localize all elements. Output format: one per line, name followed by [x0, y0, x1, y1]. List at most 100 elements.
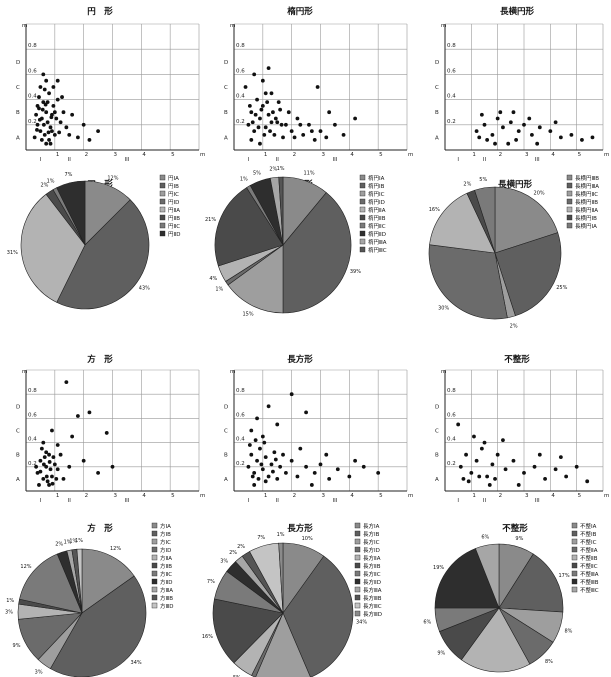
x-class-label: I [457, 498, 459, 504]
data-point [353, 116, 357, 121]
legend-label: 不整ⅡC [580, 562, 598, 570]
y-tick-label: 0.8 [236, 43, 245, 49]
x-class-label: I [40, 498, 42, 504]
legend-label: 方ⅠB [160, 530, 171, 538]
legend-swatch [571, 570, 578, 577]
legend-swatch [571, 546, 578, 553]
data-point [479, 446, 484, 451]
data-point [295, 474, 300, 479]
legend-swatch [159, 230, 166, 237]
x-tick-label: 1 [264, 493, 268, 499]
data-point [479, 112, 484, 117]
legend-swatch [354, 562, 361, 569]
x-tick-label: 2 [293, 493, 297, 499]
legend-label: 長方ⅡB [363, 562, 381, 570]
y-class-label: C [435, 85, 439, 91]
legend-label: 長横円ⅡB [575, 198, 598, 206]
slice-data-label: 1% [47, 179, 55, 185]
pie-slice [498, 553, 564, 613]
data-point [466, 479, 471, 484]
data-point [501, 438, 505, 443]
data-point [530, 132, 534, 137]
data-point [44, 141, 49, 146]
slice-data-label: 8% [545, 659, 553, 665]
data-point [271, 469, 275, 474]
x-tick-label: 4 [142, 493, 146, 499]
legend-swatch [159, 190, 166, 197]
data-point [298, 122, 303, 127]
data-point [41, 440, 46, 445]
data-point [461, 477, 466, 481]
legend-swatch [359, 190, 366, 197]
x-tick-label: 5 [171, 152, 175, 158]
data-point [281, 135, 285, 140]
legend-label: 楕円ⅡB [368, 214, 386, 222]
legend-label: 長方ⅡD [363, 578, 381, 586]
data-point [315, 85, 320, 89]
legend-swatch [359, 214, 366, 221]
data-point [289, 129, 294, 134]
data-point [67, 464, 72, 469]
legend-swatch [566, 190, 573, 197]
data-point [262, 132, 267, 137]
y-tick-label: 0.2 [236, 119, 245, 125]
data-point [252, 129, 257, 134]
data-point [45, 120, 50, 125]
data-point [252, 470, 257, 475]
y-tick-label: 0.2 [447, 119, 456, 125]
data-point [312, 470, 317, 475]
legend-swatch [354, 602, 361, 609]
legend-label: 長横円ⅡA [575, 206, 598, 214]
slice-data-label: 11% [304, 171, 315, 177]
slice-data-label: 2% [40, 182, 48, 188]
y-class-label: B [435, 453, 439, 459]
data-point [42, 87, 47, 92]
data-point [286, 110, 291, 115]
y-class-label: D [16, 60, 20, 66]
y-tick-label: 0.4 [447, 94, 456, 100]
legend-label: 方ⅡD [160, 578, 172, 586]
x-tick-label: 1 [56, 152, 60, 158]
data-point [341, 132, 346, 137]
legend-label: 長方ⅠD [363, 546, 380, 554]
x-tick-label: 2 [85, 152, 89, 158]
data-point [256, 125, 261, 130]
slice-data-label: 10% [302, 536, 313, 542]
pie-slice [460, 607, 531, 673]
data-point [253, 438, 258, 443]
x-tick-label: 3 [322, 493, 326, 499]
y-tick-label: 0.4 [28, 94, 37, 100]
legend-swatch [566, 206, 573, 213]
x-tick-label: 4 [350, 493, 354, 499]
chart-title: 長横円形 [500, 6, 535, 17]
y-tick-label: 0.8 [447, 43, 456, 49]
y-tick-label: 0.8 [447, 388, 456, 394]
legend-label: 不整ⅡA [580, 546, 598, 554]
data-point [50, 481, 55, 486]
chart-title: 楕円形 [287, 6, 313, 17]
x-tick-label: 3 [114, 493, 118, 499]
data-point [472, 434, 476, 439]
legend-label: 長横円ⅢA [575, 182, 599, 190]
y-class-label: B [16, 110, 20, 116]
legend-swatch [354, 522, 361, 529]
legend-swatch [151, 538, 158, 545]
y-unit-label: m [230, 23, 235, 29]
legend-swatch [571, 522, 578, 529]
legend-swatch [159, 182, 166, 189]
pie-slice [76, 548, 83, 614]
slice-data-label: 1% [215, 286, 223, 292]
data-point [304, 464, 308, 469]
data-point [527, 116, 532, 121]
data-point [50, 474, 54, 479]
legend-swatch [354, 610, 361, 617]
data-point [298, 446, 303, 451]
data-point [522, 122, 526, 127]
slice-data-label: 17% [558, 573, 569, 579]
legend-label: 長方ⅡA [363, 554, 381, 562]
data-point [278, 107, 283, 112]
data-point [52, 462, 57, 467]
